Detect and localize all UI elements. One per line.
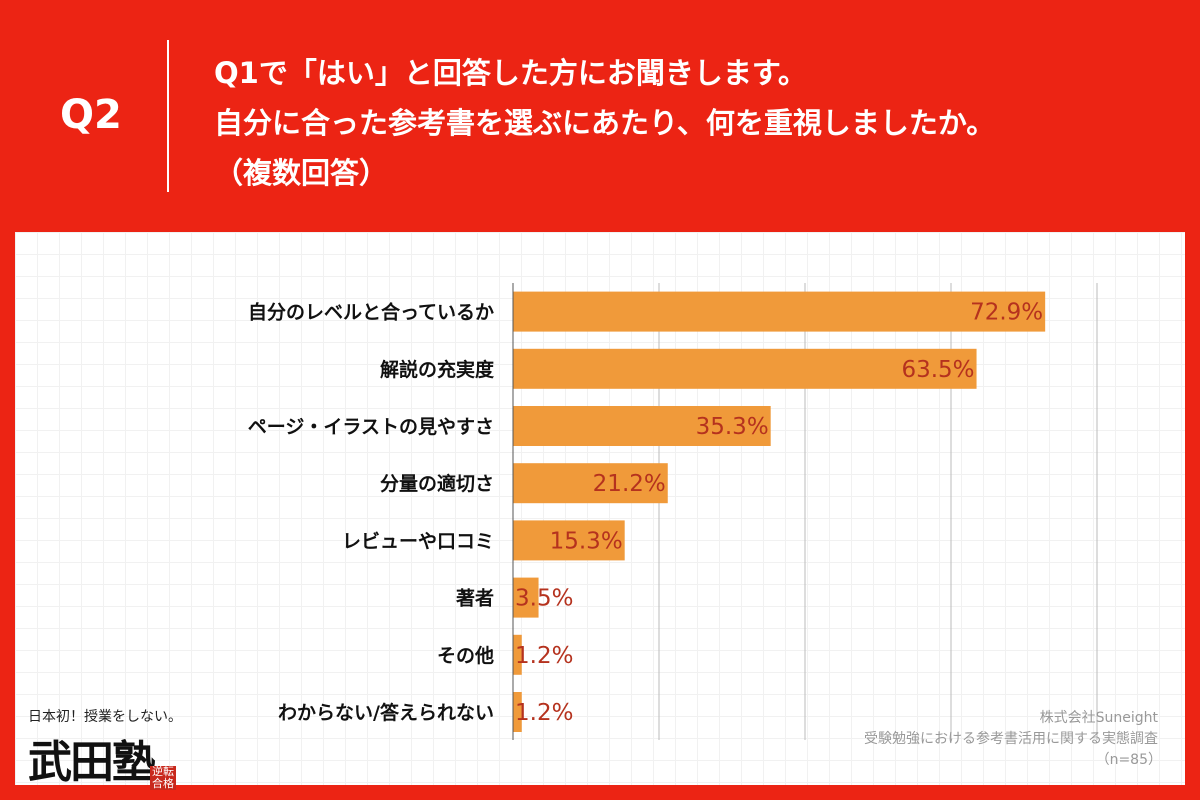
bar [513, 520, 625, 561]
source-survey: 受験勉強における参考書活用に関する実態調査 [864, 731, 1158, 747]
category-label: 自分のレベルと合っているか [248, 301, 494, 324]
logo-tagline: 日本初！授業をしない。 [28, 709, 182, 725]
value-label: 21.2% [593, 471, 666, 497]
source-note: 株式会社Suneight 受験勉強における参考書活用に関する実態調査 （n=85… [864, 708, 1162, 771]
value-label: 3.5% [515, 586, 573, 612]
logo-brand: 武田塾 [28, 737, 156, 788]
bar [513, 406, 771, 446]
category-label: 分量の適切さ [380, 472, 494, 495]
value-label: 1.2% [515, 700, 573, 726]
category-label: 著者 [456, 587, 494, 610]
value-label: 63.5% [901, 357, 974, 383]
bar [513, 692, 522, 732]
title-line: 自分に合った参考書を選ぶにあたり、何を重視しましたか。 [214, 106, 996, 140]
value-label: 15.3% [550, 528, 623, 554]
bar [513, 348, 977, 389]
divider [167, 40, 169, 192]
category-label: レビューや口コミ [342, 530, 494, 552]
category-label: その他 [437, 644, 494, 667]
value-label: 72.9% [970, 300, 1043, 326]
category-label: ページ・イラストの見やすさ [248, 416, 494, 438]
title-line: （複数回答） [214, 156, 389, 190]
value-label: 1.2% [515, 643, 573, 669]
logo: 日本初！授業をしない。 武田塾逆転合格 [28, 706, 182, 790]
source-company: 株式会社Suneight [1039, 710, 1158, 726]
bar [513, 463, 668, 504]
logo-stamp: 逆転合格 [150, 765, 176, 790]
category-label: わからない/答えられない [278, 701, 494, 724]
bar [513, 634, 522, 675]
question-number: Q2 [60, 92, 122, 138]
question-title: Q1で「はい」と回答した方にお聞きします。 自分に合った参考書を選ぶにあたり、何… [214, 48, 995, 198]
bar [513, 577, 539, 618]
title-line: Q1で「はい」と回答した方にお聞きします。 [214, 56, 807, 90]
source-n: （n=85） [1095, 752, 1162, 768]
bar [513, 291, 1046, 332]
category-label: 解説の充実度 [380, 358, 495, 381]
value-label: 35.3% [696, 414, 769, 440]
